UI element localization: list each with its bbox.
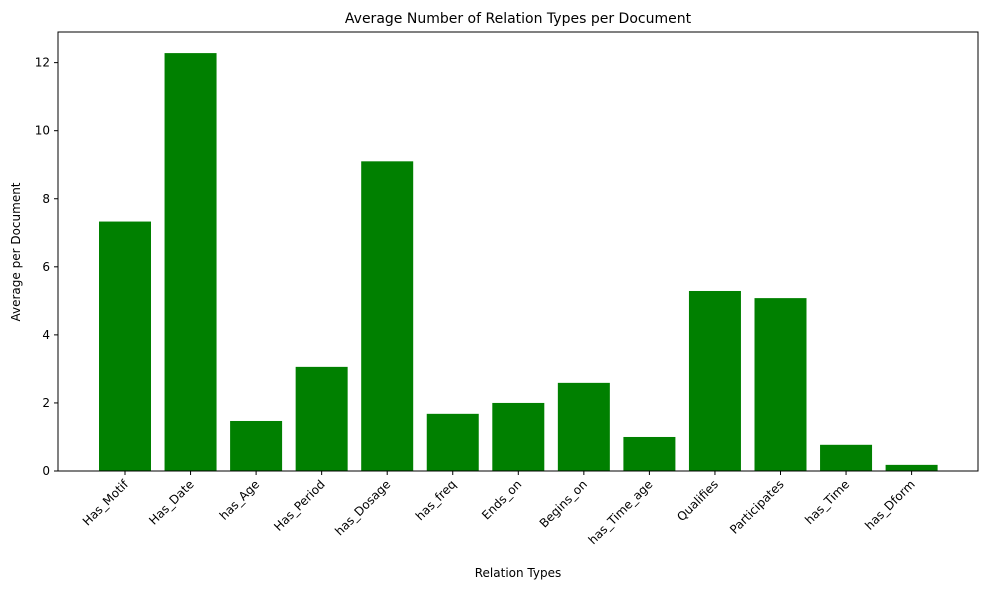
y-tick-label: 6 (42, 260, 50, 274)
chart-title: Average Number of Relation Types per Doc… (345, 11, 692, 27)
bar-has-date (164, 53, 217, 471)
y-tick-label: 0 (42, 464, 50, 478)
bars-layer (99, 53, 938, 471)
bar-has-age (230, 420, 283, 471)
y-tick-label: 12 (35, 56, 50, 70)
bar-has-time (820, 444, 873, 471)
y-tick-label: 2 (42, 396, 50, 410)
bar-has-period (295, 366, 348, 471)
x-axis-label: Relation Types (475, 566, 561, 580)
y-tick-label: 4 (42, 328, 50, 342)
bar-has-dosage (361, 161, 414, 471)
y-tick-label: 8 (42, 192, 50, 206)
plot-frame (57, 31, 979, 472)
bar-qualifies (688, 290, 741, 471)
bar-has-time-age (623, 436, 676, 471)
bar-has-dform (885, 464, 938, 471)
bar-has-freq (426, 413, 479, 471)
bar-ends-on (492, 402, 545, 471)
y-tick-label: 10 (35, 124, 50, 138)
bar-has-motif (99, 221, 151, 471)
bar-participates (754, 298, 807, 471)
y-axis-ticks: 0 2 4 6 8 10 12 (35, 56, 58, 478)
bar-begins-on (557, 382, 610, 471)
y-axis-label: Average per Document (9, 182, 23, 321)
